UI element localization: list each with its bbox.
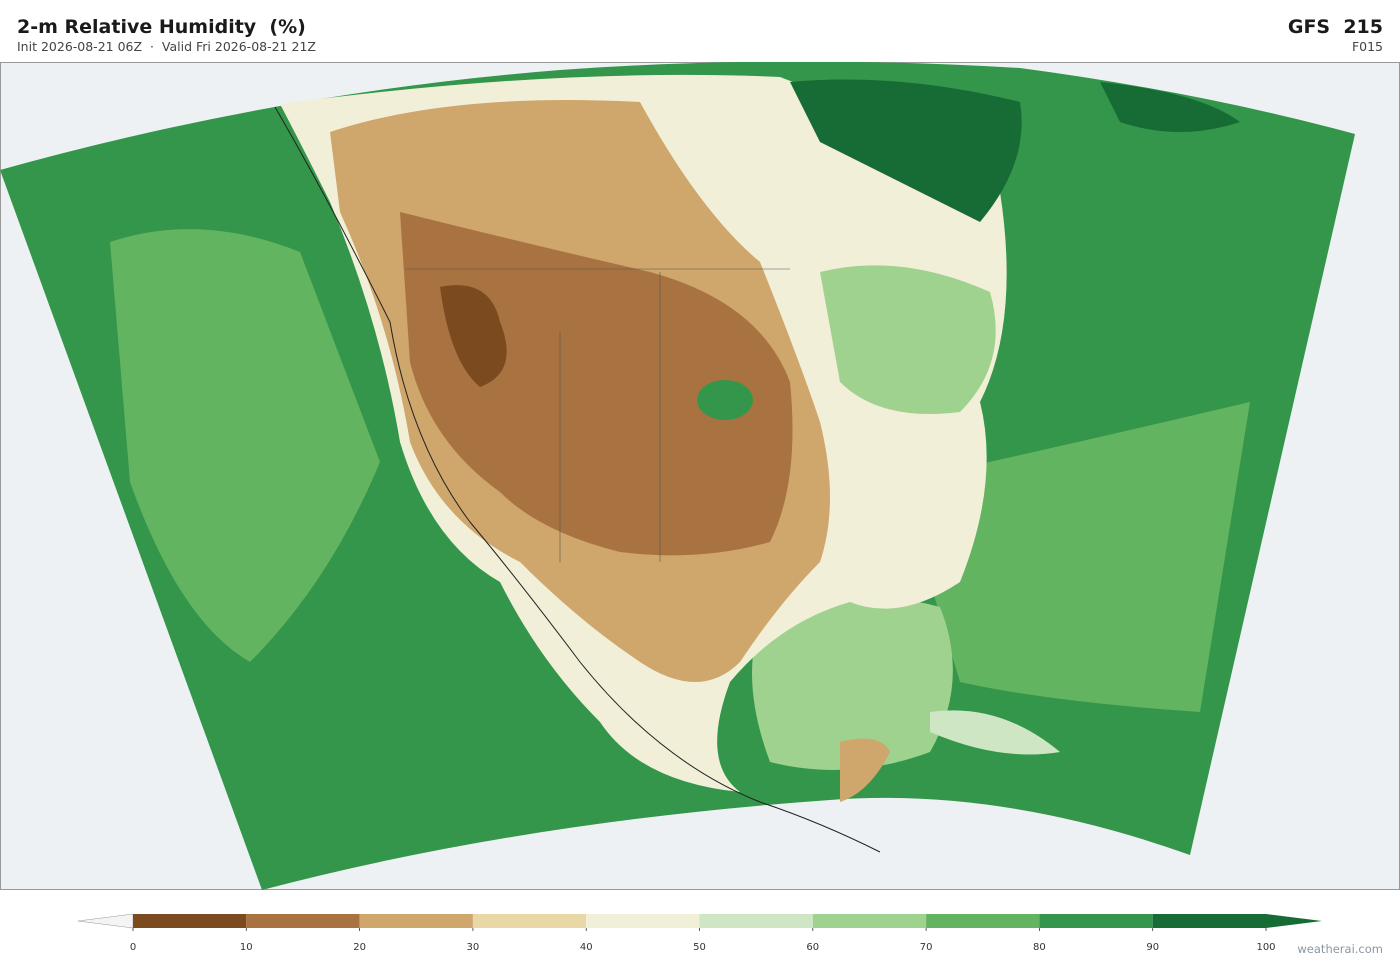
watermark: weatherai.com [1297,942,1383,956]
colorbar-tick-label: 20 [353,942,366,950]
colorbar-tick-label: 0 [130,942,136,950]
colorbar-bin [472,914,587,928]
map-subtitle: Init 2026-08-21 06Z · Valid Fri 2026-08-… [17,39,316,54]
land-humidity [697,380,753,420]
colorbar-bin [1039,914,1153,928]
colorbar-tick-label: 90 [1146,942,1159,950]
colorbar-tick-label: 50 [693,942,706,950]
colorbar-tick-label: 30 [467,942,480,950]
colorbar-bin [812,914,927,928]
model-name: GFS 215 [1287,16,1383,38]
land-humidity [930,710,1060,755]
colorbar-bin [246,914,360,928]
land-humidity [820,265,996,414]
colorbar-bin [586,914,700,928]
colorbar-tick-label: 10 [240,942,253,950]
colorbar-tick-label: 80 [1033,942,1046,950]
forecast-hour: F015 [1351,39,1383,54]
colorbar: 0 10 20 30 40 50 60 70 80 90 100 [77,913,1322,950]
colorbar-bin [926,914,1040,928]
coastline [274,106,881,853]
colorbar-tick-label: 100 [1256,942,1275,950]
map [0,62,1400,890]
colorbar-tick-label: 60 [806,942,819,950]
colorbar-tick-label: 40 [580,942,593,950]
colorbar-bin [1152,914,1266,928]
colorbar-bin [133,914,247,928]
ocean-humidity [900,402,1250,712]
colorbar-tick-label: 70 [920,942,933,950]
gulf-humidity [752,597,953,770]
map-title: 2-m Relative Humidity (%) [17,16,306,38]
colorbar-extend-high [1266,914,1322,928]
land-humidity [400,212,793,556]
colorbar-extend-low [77,913,134,929]
land-humidity [1100,82,1240,132]
border [405,268,790,562]
colorbar-bin [699,914,813,928]
land-humidity [790,79,1022,222]
colorbar-bin [359,914,473,928]
land-humidity [440,285,507,387]
land-humidity [840,738,890,802]
ocean-humidity [110,229,380,662]
